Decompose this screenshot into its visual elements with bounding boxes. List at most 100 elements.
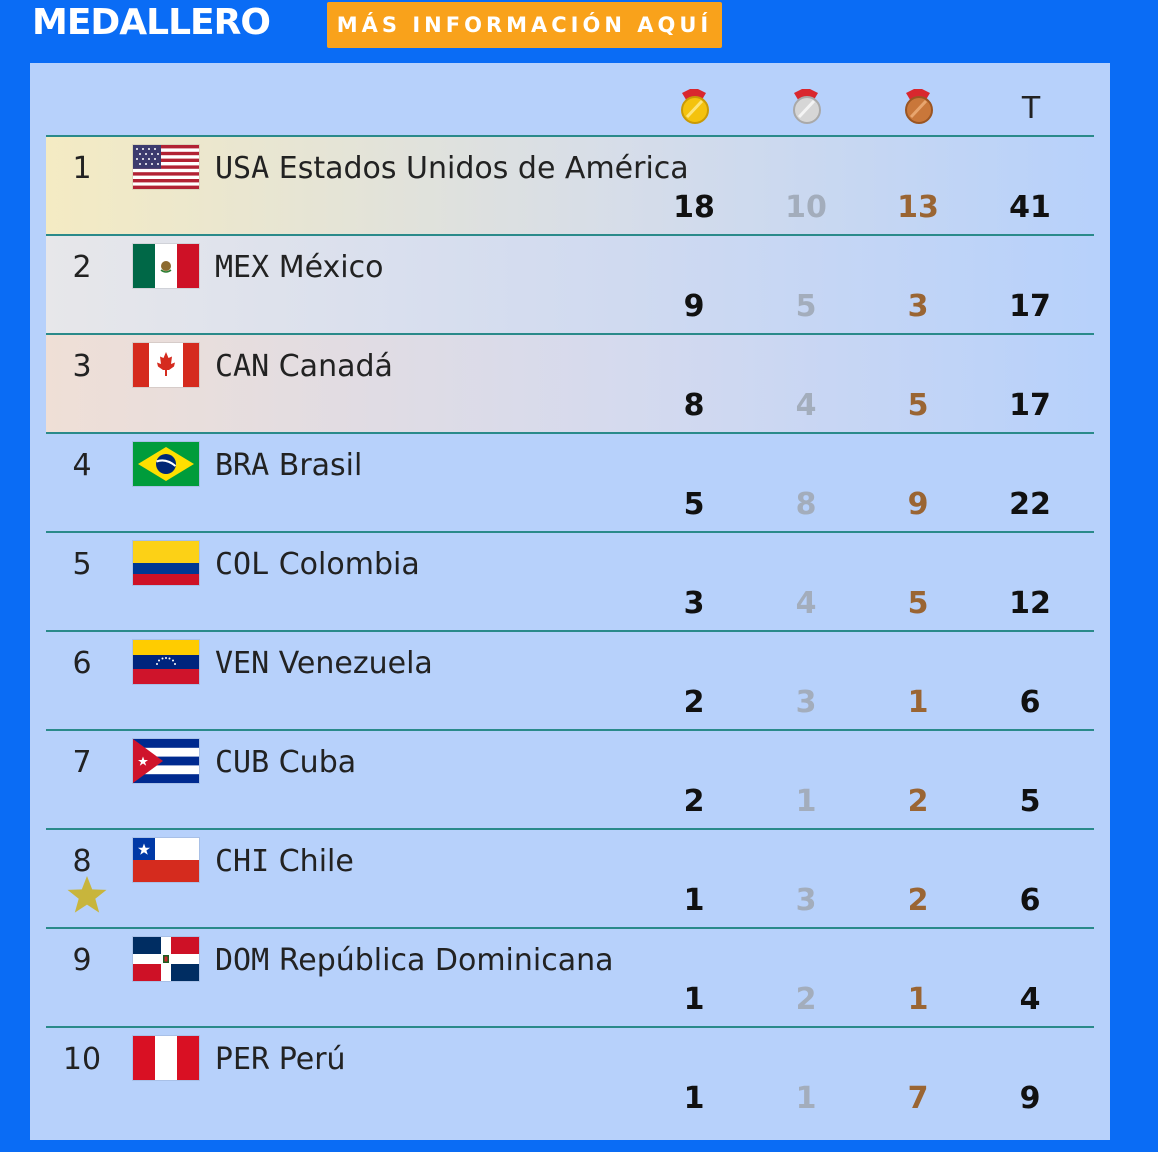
country-name: CHI Chile [215,844,354,879]
silver-count: 4 [795,388,817,423]
rank-number: 5 [72,547,92,582]
dominican-republic-flag-icon [133,937,199,981]
country-full-name: Colombia [278,547,420,582]
bronze-count: 5 [907,586,929,621]
country-code: CUB [215,745,270,780]
rank-number: 10 [62,1042,102,1077]
silver-count: 5 [795,289,817,324]
bronze-count: 2 [907,883,929,918]
country-code: COL [215,547,270,582]
country-full-name: Cuba [278,745,357,780]
country-full-name: Canadá [278,349,393,384]
gold-count: 5 [683,487,705,522]
rank-number: 6 [72,646,92,681]
country-code: PER [215,1042,270,1077]
peru-flag-icon [133,1036,199,1080]
country-full-name: Estados Unidos de América [278,151,689,186]
country-full-name: República Dominicana [278,943,614,978]
chile-flag-icon [133,838,199,882]
table-row[interactable]: 9 DOM República Dominicana 1 2 1 4 [46,927,1094,1028]
total-count: 12 [1009,586,1051,621]
rank-number: 9 [72,943,92,978]
country-name: CUB Cuba [215,745,356,780]
bronze-medal-icon [905,89,933,124]
colombia-flag-icon [133,541,199,585]
silver-count: 10 [785,190,827,225]
rank-number: 8 [72,844,92,879]
silver-medal-icon [793,89,821,124]
table-row[interactable]: 10 PER Perú 1 1 7 9 [46,1026,1094,1127]
bronze-count: 7 [907,1081,929,1116]
country-full-name: Chile [278,844,354,879]
bronze-count: 3 [907,289,929,324]
page-title: MEDALLERO [32,2,271,43]
venezuela-flag-icon [133,640,199,684]
cuba-flag-icon [133,739,199,783]
rank-number: 2 [72,250,92,285]
total-count: 17 [1009,289,1051,324]
country-name: VEN Venezuela [215,646,433,681]
silver-count: 1 [795,1081,817,1116]
gold-count: 1 [683,1081,705,1116]
silver-count: 1 [795,784,817,819]
rank-number: 7 [72,745,92,780]
table-row[interactable]: 5 COL Colombia 3 4 5 12 [46,531,1094,632]
brazil-flag-icon [133,442,199,486]
table-row[interactable]: 4 BRA Brasil 5 8 9 22 [46,432,1094,533]
silver-count: 2 [795,982,817,1017]
country-full-name: Perú [278,1042,346,1077]
table-row[interactable]: 7 CUB Cuba 2 1 2 5 [46,729,1094,830]
bronze-count: 1 [907,982,929,1017]
bronze-count: 9 [907,487,929,522]
total-count: 6 [1019,883,1041,918]
country-code: USA [215,151,270,186]
silver-count: 3 [795,883,817,918]
country-name: COL Colombia [215,547,420,582]
usa-flag-icon [133,145,199,189]
gold-count: 1 [683,883,705,918]
total-count: 4 [1019,982,1041,1017]
country-code: CHI [215,844,270,879]
medal-table: T 1 USA Estados Unidos de América 18 10 … [30,63,1110,1140]
total-column-header: T [1021,91,1041,126]
top-bar: MEDALLERO MÁS INFORMACIÓN AQUÍ [0,0,1158,62]
gold-count: 2 [683,685,705,720]
gold-count: 3 [683,586,705,621]
country-name: CAN Canadá [215,349,393,384]
country-name: BRA Brasil [215,448,362,483]
table-row[interactable]: 2 MEX México 9 5 3 17 [46,234,1094,335]
gold-count: 18 [673,190,715,225]
total-count: 41 [1009,190,1051,225]
star-icon [67,876,107,913]
total-count: 6 [1019,685,1041,720]
table-header: T [30,63,1110,135]
mexico-flag-icon [133,244,199,288]
bronze-count: 2 [907,784,929,819]
country-name: PER Perú [215,1042,346,1077]
bronze-count: 1 [907,685,929,720]
silver-count: 3 [795,685,817,720]
bronze-count: 13 [897,190,939,225]
gold-count: 8 [683,388,705,423]
country-name: MEX México [215,250,384,285]
gold-count: 1 [683,982,705,1017]
total-count: 17 [1009,388,1051,423]
silver-count: 8 [795,487,817,522]
total-count: 22 [1009,487,1051,522]
country-code: DOM [215,943,270,978]
table-row[interactable]: 8 CHI Chile 1 3 2 6 [46,828,1094,929]
table-row[interactable]: 3 CAN Canadá 8 4 5 17 [46,333,1094,434]
country-full-name: Brasil [278,448,363,483]
bronze-count: 5 [907,388,929,423]
table-row[interactable]: 6 VEN Venezuela 2 3 1 6 [46,630,1094,731]
country-code: BRA [215,448,270,483]
rank-number: 3 [72,349,92,384]
country-name: USA Estados Unidos de América [215,151,689,186]
rank-number: 4 [72,448,92,483]
silver-count: 4 [795,586,817,621]
country-code: VEN [215,646,270,681]
country-code: CAN [215,349,270,384]
gold-count: 2 [683,784,705,819]
table-row[interactable]: 1 USA Estados Unidos de América 18 10 13… [46,135,1094,236]
more-info-button[interactable]: MÁS INFORMACIÓN AQUÍ [327,2,722,48]
